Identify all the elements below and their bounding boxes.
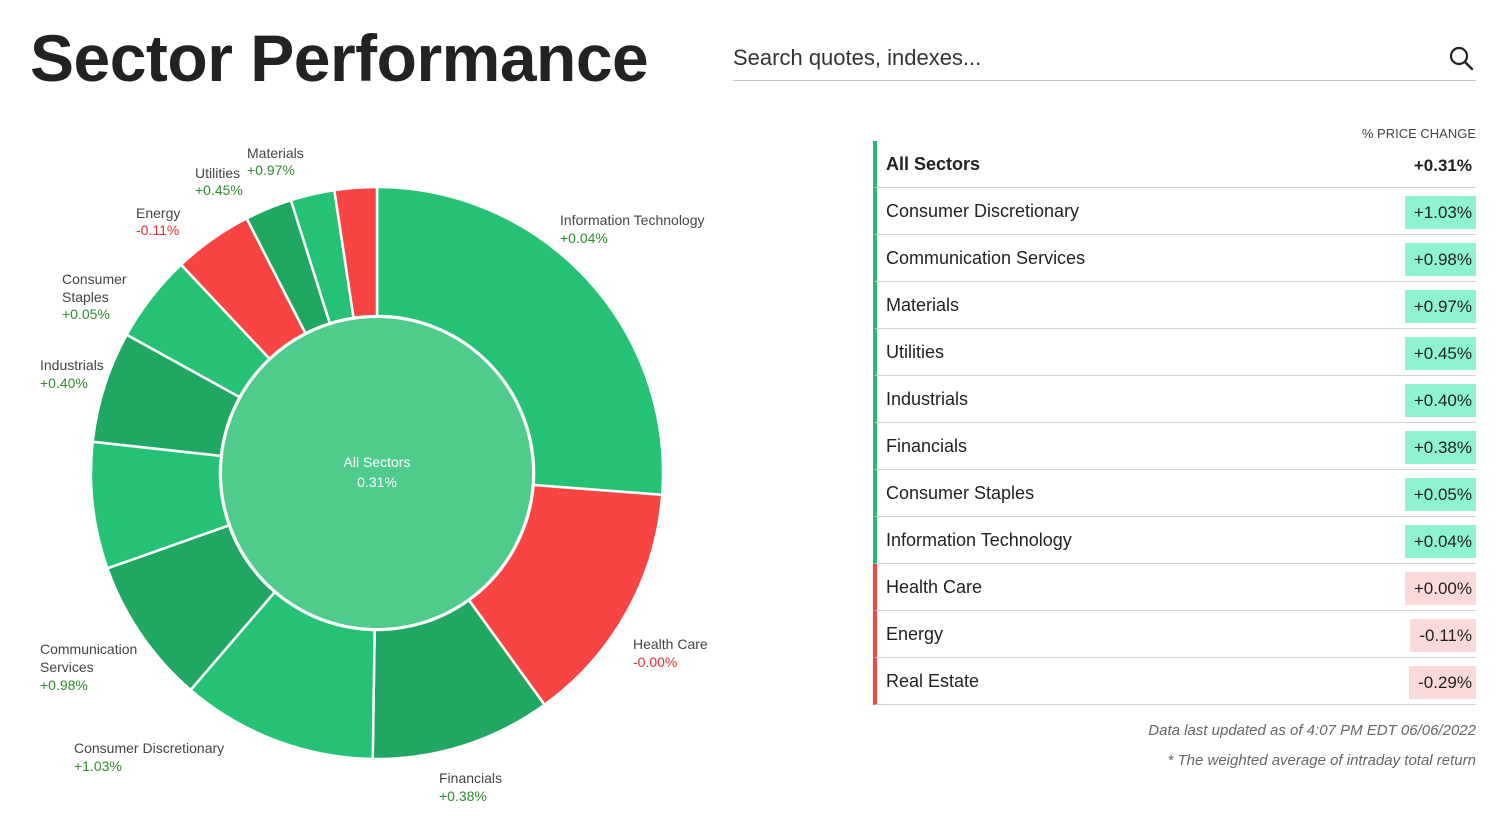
sector-row-consumer-discretionary[interactable]: Consumer Discretionary +1.03% — [873, 188, 1476, 235]
sector-row-information-technology[interactable]: Information Technology +0.04% — [873, 517, 1476, 564]
sector-donut-chart: All Sectors 0.31% Information Technology +0… — [40, 145, 708, 804]
center-label: All Sectors — [344, 454, 411, 470]
last-updated-text: Data last updated as of 4:07 PM EDT 06/0… — [1148, 722, 1476, 739]
label-energy-change: -0.11% — [136, 222, 179, 238]
label-health-care-change: -0.00% — [633, 654, 677, 670]
label-information-technology-change: +0.04% — [560, 230, 608, 246]
sector-row-materials[interactable]: Materials +0.97% — [873, 282, 1476, 329]
label-communication-services-change: +0.98% — [40, 677, 88, 693]
sector-name: Information Technology — [886, 530, 1072, 550]
center-circle[interactable] — [220, 316, 534, 630]
sector-name: Real Estate — [886, 671, 980, 691]
sector-change-value: +0.00% — [1404, 572, 1476, 605]
sector-change-value: +1.03% — [1404, 196, 1476, 229]
sector-name: Industrials — [886, 389, 969, 409]
sector-change-value: +0.31% — [1413, 156, 1472, 175]
label-information-technology: Information Technology — [560, 212, 705, 228]
footnote-text: * The weighted average of intraday total… — [1167, 752, 1476, 769]
sector-change-value: +0.97% — [1404, 290, 1476, 323]
label-materials: Materials — [247, 145, 304, 161]
search-input[interactable] — [733, 41, 1423, 75]
price-change-header: % PRICE CHANGE — [1361, 126, 1476, 141]
sector-change-value: -0.29% — [1409, 666, 1476, 699]
label-energy: Energy — [136, 205, 180, 221]
sector-row-consumer-staples[interactable]: Consumer Staples +0.05% — [873, 470, 1476, 517]
label-consumer-discretionary-change: +1.03% — [74, 758, 122, 774]
sector-table: All Sectors +0.31% Consumer Discretionary +… — [873, 141, 1476, 705]
search-bar — [733, 35, 1476, 81]
sector-name: Financials — [886, 436, 968, 456]
label-consumer-discretionary: Consumer Discretionary — [74, 740, 224, 756]
center-value: 0.31% — [357, 474, 397, 490]
sector-row-communication-services[interactable]: Communication Services +0.98% — [873, 235, 1476, 282]
label-health-care: Health Care — [633, 636, 708, 652]
sector-name: Consumer Staples — [886, 483, 1035, 503]
label-communication-services-line2: Services — [40, 659, 94, 675]
sector-name: Communication Services — [886, 248, 1086, 268]
sector-change-value: +0.05% — [1404, 478, 1476, 511]
sector-change-value: +0.38% — [1404, 431, 1476, 464]
label-financials-change: +0.38% — [439, 788, 487, 804]
sector-change-value: +0.98% — [1404, 243, 1476, 276]
sector-row-real-estate[interactable]: Real Estate -0.29% — [873, 658, 1476, 705]
sector-row-financials[interactable]: Financials +0.38% — [873, 423, 1476, 470]
search-icon[interactable] — [1448, 45, 1474, 71]
label-financials: Financials — [439, 770, 502, 786]
label-consumer-staples-change: +0.05% — [62, 306, 110, 322]
sector-name: Health Care — [886, 577, 983, 597]
sector-change-value: +0.45% — [1404, 337, 1476, 370]
sector-name: Consumer Discretionary — [886, 201, 1080, 221]
page-title: Sector Performance — [30, 21, 649, 95]
label-communication-services-line1: Communication — [40, 641, 137, 657]
sector-name: Energy — [886, 624, 944, 644]
sector-change-value: +0.40% — [1404, 384, 1476, 417]
label-utilities: Utilities — [195, 165, 240, 181]
sector-name: Materials — [886, 295, 960, 315]
sector-row-health-care[interactable]: Health Care +0.00% — [873, 564, 1476, 611]
label-materials-change: +0.97% — [247, 162, 295, 178]
sector-change-value: +0.04% — [1404, 525, 1476, 558]
sector-row-utilities[interactable]: Utilities +0.45% — [873, 329, 1476, 376]
sector-row-energy[interactable]: Energy -0.11% — [873, 611, 1476, 658]
sector-change-value: -0.11% — [1410, 619, 1476, 652]
label-consumer-staples-line1: Consumer — [62, 271, 127, 287]
label-consumer-staples-line2: Staples — [62, 289, 109, 305]
sector-name: All Sectors — [886, 154, 981, 174]
sector-row-industrials[interactable]: Industrials +0.40% — [873, 376, 1476, 423]
label-industrials-change: +0.40% — [40, 375, 88, 391]
label-industrials: Industrials — [40, 357, 104, 373]
label-utilities-change: +0.45% — [195, 182, 243, 198]
sector-row-all-sectors[interactable]: All Sectors +0.31% — [873, 141, 1476, 188]
sector-name: Utilities — [886, 342, 945, 362]
